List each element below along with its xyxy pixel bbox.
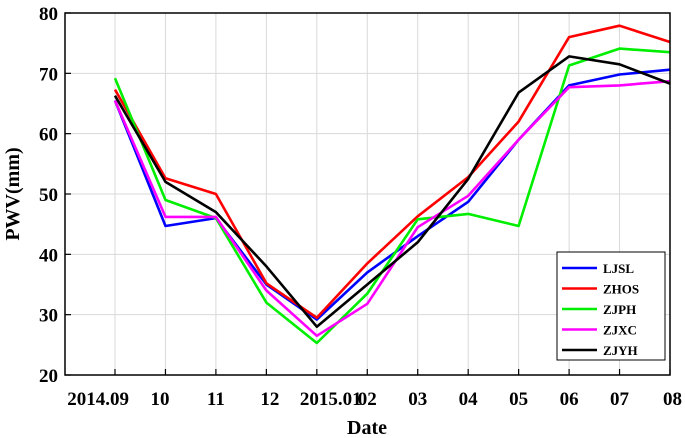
y-tick-label: 20 [39,366,58,387]
x-tick-label: 07 [610,389,630,410]
x-tick-label: 02 [358,389,377,410]
x-tick-label: 04 [459,389,479,410]
y-tick-label: 80 [39,4,58,25]
legend-label-ljsl: LJSL [603,261,634,276]
y-tick-label: 30 [39,306,58,327]
legend-label-zjph: ZJPH [603,302,636,317]
legend: LJSL ZHOS ZJPH ZJXC ZJYH [556,251,666,361]
x-tick-label: 10 [150,389,169,410]
series-line-zjxc [113,79,671,338]
legend-box [556,251,666,361]
series-line-zjyh [113,55,671,329]
x-tick-label: 03 [408,389,427,410]
x-tick-label: 08 [663,389,682,410]
series-lines [113,24,671,345]
x-tick-label: 2015.01 [300,389,362,410]
series-line-zjph [113,47,671,345]
y-tick-label: 40 [39,245,58,266]
x-tick-label: 11 [207,389,225,410]
x-tick-label: 2014.09 [67,389,129,410]
series-line-zhos [113,24,671,320]
x-tick-label: 05 [509,389,528,410]
legend-label-zjyh: ZJYH [603,343,638,358]
legend-label-zjxc: ZJXC [603,323,637,338]
legend-label-zhos: ZHOS [603,282,639,297]
y-tick-label: 70 [39,64,58,85]
x-tick-label: 06 [560,389,579,410]
y-axis-title: PWV(mm) [2,147,24,240]
y-tick-label: 50 [39,185,58,206]
y-tick-label: 60 [39,125,58,146]
x-axis-title: Date [347,417,387,438]
x-tick-label: 12 [260,389,279,410]
